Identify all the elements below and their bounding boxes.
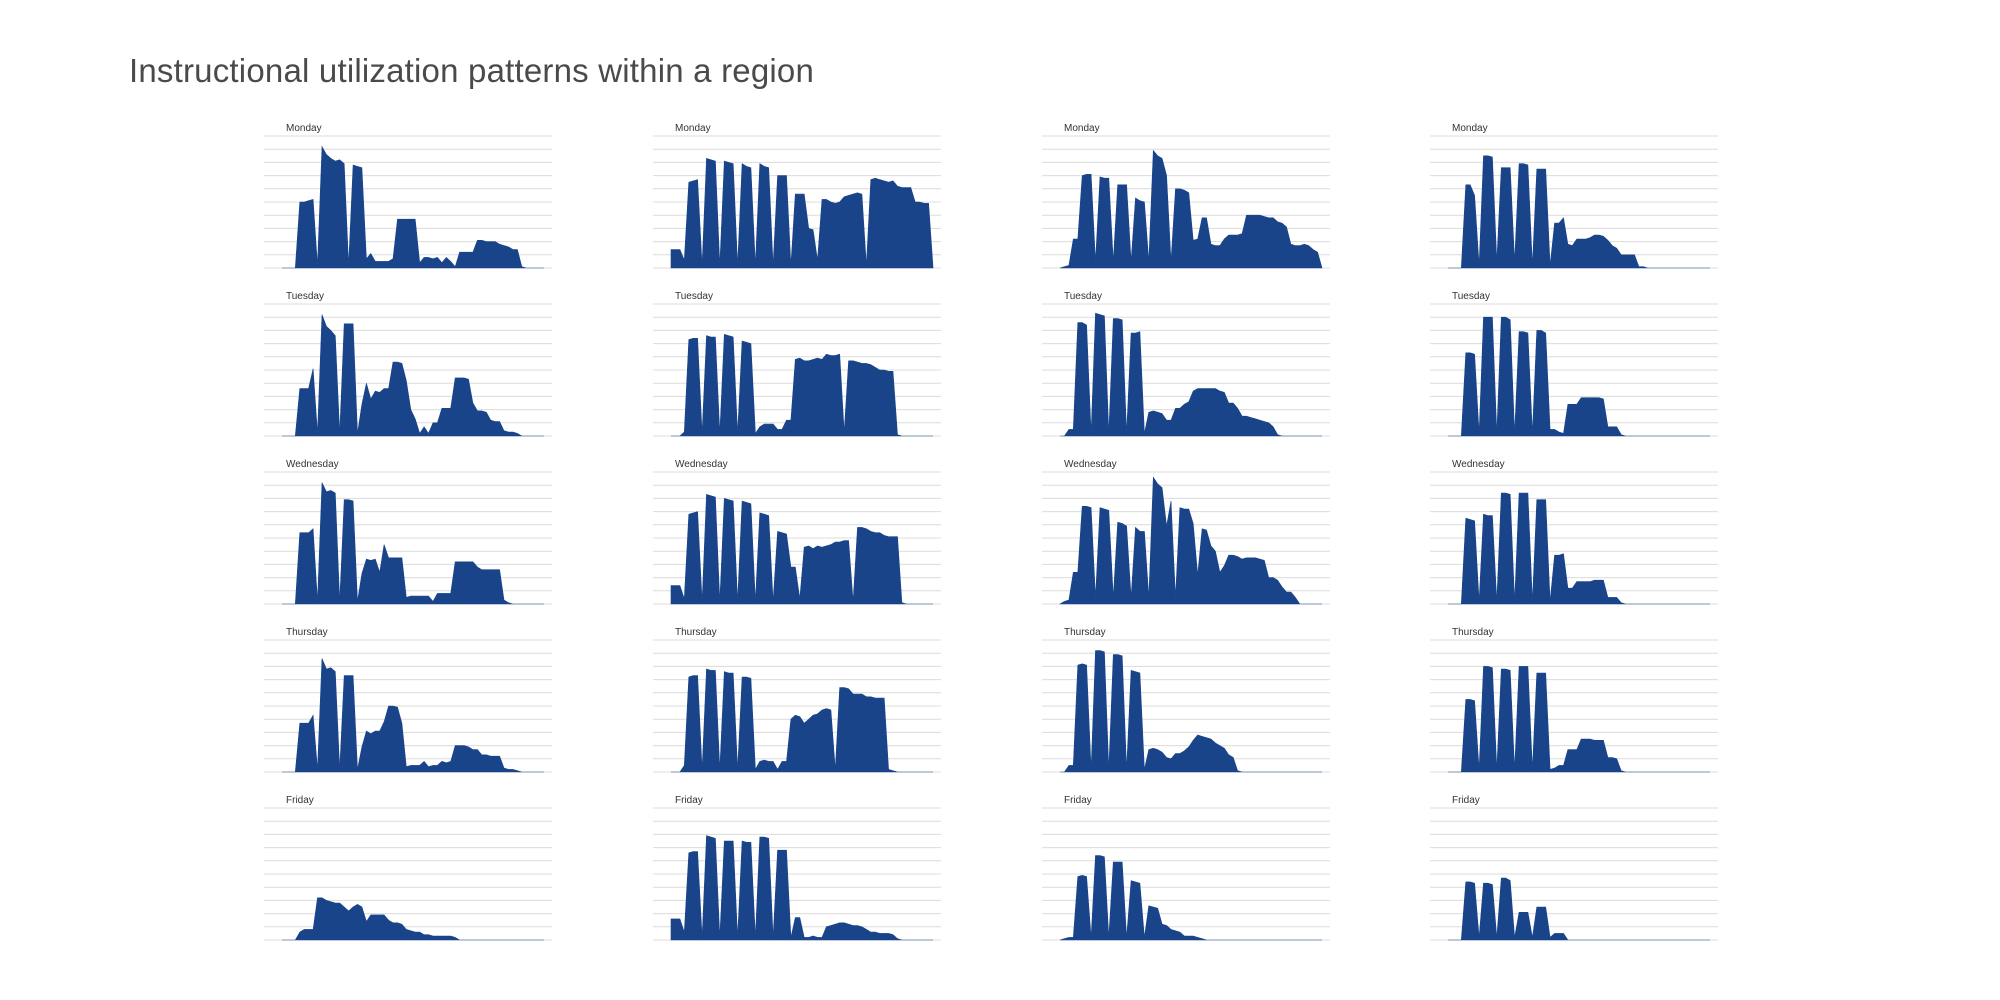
utilization-area	[282, 314, 544, 437]
panel-day-label: Tuesday	[1452, 291, 1490, 302]
panel-day-label: Tuesday	[1064, 291, 1102, 302]
panel-wednesday-1: Wednesday	[264, 459, 552, 605]
utilization-area	[282, 482, 544, 605]
utilization-area	[670, 835, 933, 941]
utilization-area	[1448, 316, 1710, 437]
panel-thursday-2: Thursday	[653, 627, 941, 773]
panel-day-label: Wednesday	[286, 459, 339, 470]
panel-day-label: Monday	[675, 123, 711, 134]
panel-monday-4: Monday	[1430, 123, 1718, 269]
utilization-area	[671, 668, 933, 773]
panel-tuesday-3: Tuesday	[1042, 291, 1330, 437]
utilization-area	[1060, 650, 1322, 773]
panel-day-label: Wednesday	[675, 459, 728, 470]
utilization-area	[1448, 877, 1710, 941]
utilization-area	[282, 145, 544, 269]
panel-friday-3: Friday	[1042, 795, 1330, 941]
panel-tuesday-1: Tuesday	[264, 291, 552, 437]
utilization-area	[282, 897, 544, 941]
panel-thursday-3: Thursday	[1042, 627, 1330, 773]
utilization-area	[1058, 476, 1322, 605]
utilization-area	[282, 658, 544, 773]
panel-day-label: Thursday	[675, 627, 717, 638]
panel-thursday-1: Thursday	[264, 627, 552, 773]
utilization-area	[670, 157, 934, 269]
panel-day-label: Friday	[1064, 795, 1092, 806]
panel-day-label: Monday	[286, 123, 322, 134]
panel-monday-1: Monday	[264, 123, 552, 269]
panel-friday-2: Friday	[653, 795, 941, 941]
panel-thursday-4: Thursday	[1430, 627, 1718, 773]
panel-day-label: Tuesday	[286, 291, 324, 302]
utilization-area	[1059, 149, 1323, 269]
page-title: Instructional utilization patterns withi…	[129, 52, 815, 89]
panel-day-label: Monday	[1064, 123, 1100, 134]
utilization-area	[1060, 312, 1322, 437]
panel-friday-1: Friday	[264, 795, 552, 941]
panel-day-label: Friday	[286, 795, 314, 806]
panel-day-label: Friday	[675, 795, 703, 806]
utilization-area	[1448, 492, 1710, 605]
panel-day-label: Thursday	[1064, 627, 1106, 638]
panel-day-label: Tuesday	[675, 291, 713, 302]
panel-day-label: Wednesday	[1452, 459, 1505, 470]
panel-day-label: Wednesday	[1064, 459, 1117, 470]
panel-monday-3: Monday	[1042, 123, 1330, 269]
panel-day-label: Friday	[1452, 795, 1480, 806]
panel-day-label: Thursday	[1452, 627, 1494, 638]
panel-monday-2: Monday	[653, 123, 941, 269]
panel-tuesday-4: Tuesday	[1430, 291, 1718, 437]
utilization-area	[670, 493, 933, 605]
panel-wednesday-4: Wednesday	[1430, 459, 1718, 605]
panel-wednesday-3: Wednesday	[1042, 459, 1330, 605]
panel-tuesday-2: Tuesday	[653, 291, 941, 437]
utilization-area	[1448, 666, 1710, 773]
panel-friday-4: Friday	[1430, 795, 1718, 941]
utilization-area	[1059, 855, 1322, 941]
utilization-area	[1448, 155, 1710, 269]
panel-day-label: Thursday	[286, 627, 328, 638]
utilization-area	[671, 334, 933, 437]
panel-day-label: Monday	[1452, 123, 1488, 134]
panel-wednesday-2: Wednesday	[653, 459, 941, 605]
